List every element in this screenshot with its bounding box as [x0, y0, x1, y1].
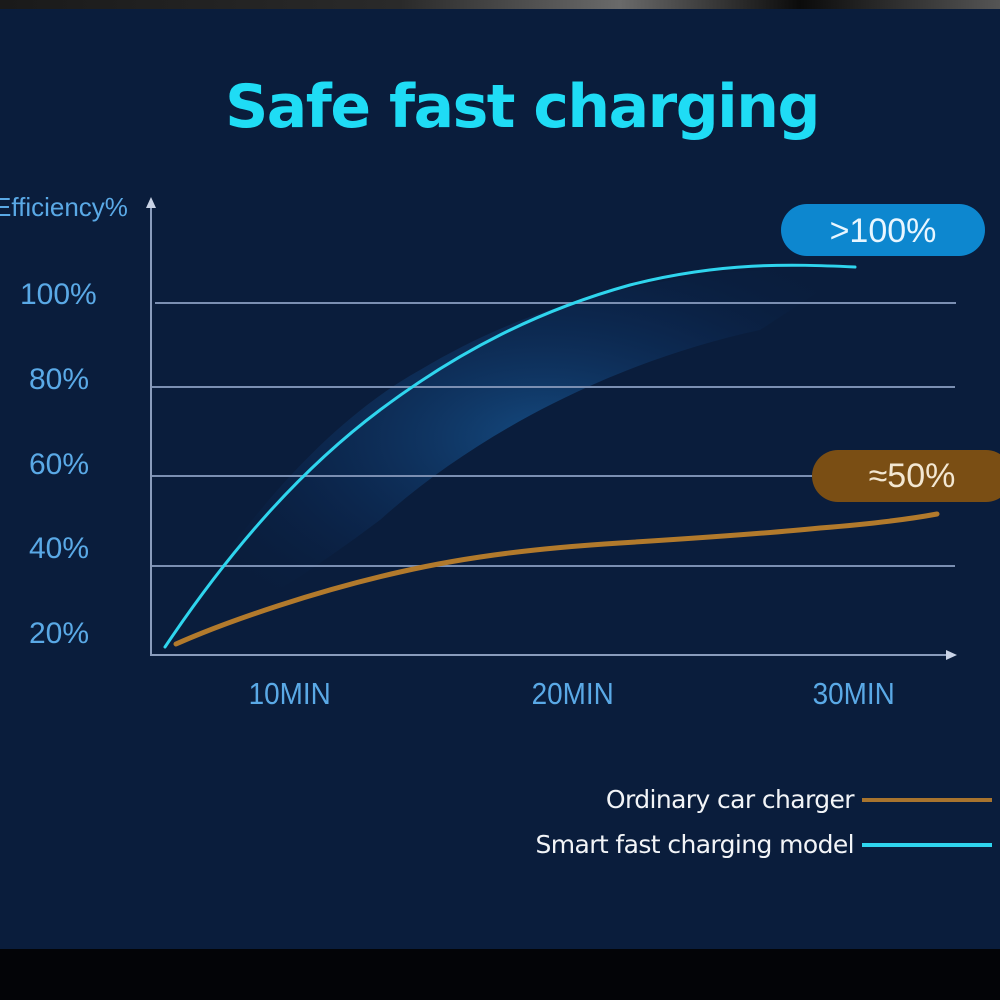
chart-title: Safe fast charging — [225, 72, 820, 142]
smart-charging-line — [163, 263, 857, 649]
smart-value-badge: >100% — [781, 204, 985, 256]
y-tick-60: 60% — [29, 448, 90, 481]
x-axis-arrow-icon — [946, 650, 957, 660]
ordinary-charger-line — [173, 511, 940, 647]
gridlines — [152, 302, 956, 567]
x-tick-20min: 20MIN — [531, 676, 614, 711]
y-axis-arrow-icon — [146, 197, 156, 208]
x-tick-30min: 30MIN — [812, 676, 895, 711]
bottom-black-bar — [0, 949, 1000, 1000]
legend-item-smart: Smart fast charging model — [535, 830, 992, 859]
top-photo-strip — [0, 0, 1000, 9]
legend-swatch-smart — [862, 842, 992, 847]
y-tick-40: 40% — [29, 532, 90, 565]
y-axis-label: Efficiency% — [0, 192, 128, 222]
legend-item-ordinary: Ordinary car charger — [606, 785, 992, 814]
y-tick-100: 100% — [20, 278, 97, 311]
ordinary-value-badge: ≈50% — [812, 450, 1000, 502]
legend-label-ordinary: Ordinary car charger — [605, 785, 855, 814]
y-tick-80: 80% — [29, 363, 90, 396]
legend-swatch-ordinary — [862, 797, 992, 802]
x-tick-10min: 10MIN — [248, 676, 331, 711]
legend-label-smart: Smart fast charging model — [535, 830, 854, 859]
y-tick-20: 20% — [29, 617, 90, 650]
smart-curve-glow — [165, 267, 855, 647]
